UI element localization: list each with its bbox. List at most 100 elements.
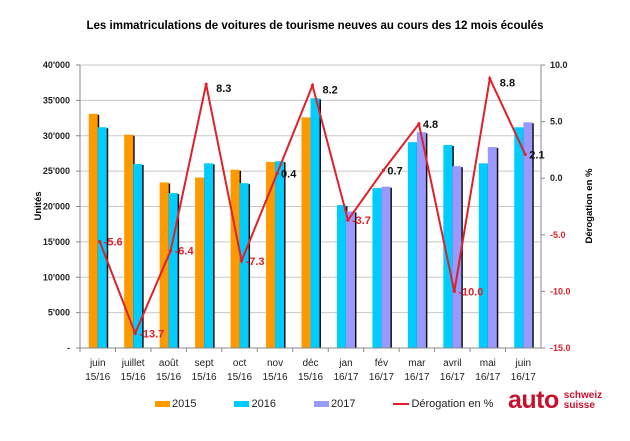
bar-2016 xyxy=(372,188,382,348)
x-tick-label: oct xyxy=(233,358,247,369)
bar-2016 xyxy=(133,164,143,348)
derogation-data-label: -13.7 xyxy=(139,328,164,340)
legend-item-2017: 2017 xyxy=(313,398,355,410)
x-tick-label: juin xyxy=(89,358,106,369)
chart-title: Les immatriculations de voitures de tour… xyxy=(86,20,544,32)
logo-subtext: schweiz suisse xyxy=(563,389,603,411)
x-tick-label: déc xyxy=(302,358,318,369)
y2-tick-label: 5.0 xyxy=(550,117,563,127)
derogation-point xyxy=(346,218,350,222)
legend-swatch-2015 xyxy=(155,401,170,407)
legend-item-2016: 2016 xyxy=(234,398,276,410)
x-tick-label: 15/16 xyxy=(298,372,323,383)
derogation-point xyxy=(98,239,102,244)
derogation-point xyxy=(169,249,173,253)
derogation-point xyxy=(452,289,456,293)
derogation-point xyxy=(417,122,421,126)
x-tick-label: 16/17 xyxy=(511,372,536,383)
y-tick-label: 35'000 xyxy=(43,95,70,105)
legend-item-derogation: Dérogation en % xyxy=(393,398,493,410)
derogation-point xyxy=(523,152,527,157)
bar-2016 xyxy=(239,183,249,348)
x-tick-label: sept xyxy=(195,358,214,369)
x-tick-label: mai xyxy=(480,358,496,369)
derogation-data-label: 8.3 xyxy=(216,83,231,95)
bar-2016 xyxy=(478,163,488,348)
bar-2016 xyxy=(310,98,320,348)
derogation-point xyxy=(239,259,244,263)
legend-item-2015: 2015 xyxy=(155,398,196,410)
derogation-point xyxy=(381,168,386,172)
y2-tick-label: -5.0 xyxy=(550,230,566,240)
x-tick-label: 15/16 xyxy=(263,372,288,383)
y2-axis-title: Dérogation en % xyxy=(584,168,595,244)
x-tick-label: 15/16 xyxy=(192,372,217,383)
y-tick-label: 5'000 xyxy=(48,308,70,318)
y-tick-label: 20'000 xyxy=(43,202,70,212)
y2-tick-label: -15.0 xyxy=(550,343,571,353)
bar-2015 xyxy=(301,117,311,348)
y2-tick-label: 0.0 xyxy=(550,173,563,183)
y2-tick-label: -10.0 xyxy=(550,286,571,296)
bar-2017 xyxy=(345,211,355,348)
legend: 2015 2016 2017 Dérogation en % xyxy=(155,398,531,410)
x-tick-label: 16/17 xyxy=(440,372,465,383)
y-tick-label: 30'000 xyxy=(43,131,70,141)
bar-2016 xyxy=(275,161,285,348)
bar-2017 xyxy=(416,132,426,348)
bar-2016 xyxy=(168,193,178,348)
derogation-data-label: 8.8 xyxy=(500,78,515,90)
bar-2015 xyxy=(230,169,240,348)
legend-label: 2015 xyxy=(172,398,197,410)
bar-2015 xyxy=(124,134,134,348)
derogation-point xyxy=(204,82,208,86)
legend-line-marker xyxy=(393,403,410,405)
logo-line2: suisse xyxy=(563,399,595,411)
derogation-data-label: -6.4 xyxy=(175,246,195,258)
derogation-data-label: 4.8 xyxy=(423,119,438,131)
derogation-data-label: -10.0 xyxy=(458,286,483,298)
x-tick-label: août xyxy=(159,358,179,369)
bars xyxy=(88,98,534,349)
derogation-line xyxy=(98,75,527,336)
legend-swatch-2017 xyxy=(313,401,329,407)
y-tick-label: 10'000 xyxy=(43,272,70,282)
labels: -5.6 -13.7 -6.4 8.3 -7.3 0.4 8.2 -3.7 0.7 4.8 -10.… xyxy=(104,78,545,341)
x-tick-label: avril xyxy=(443,358,461,369)
bar-2016 xyxy=(443,144,453,348)
bar-2016 xyxy=(407,142,417,348)
y-axis-title: Unités xyxy=(33,191,44,220)
x-tick-label: fév xyxy=(375,358,388,369)
bar-2017 xyxy=(452,166,462,348)
derogation-data-label: 0.4 xyxy=(281,169,297,181)
x-tick-label: mar xyxy=(408,358,426,369)
x-tick-label: 16/17 xyxy=(475,372,500,383)
derogation-data-label: -3.7 xyxy=(352,215,371,227)
bar-2016 xyxy=(204,163,214,348)
x-tick-label: 16/17 xyxy=(369,372,394,383)
derogation-point xyxy=(310,83,315,87)
bar-2017 xyxy=(381,186,391,348)
axes: - 5'000 10'000 15'000 20'000 25'000 30'000 35'0… xyxy=(43,60,571,383)
derogation-point xyxy=(488,76,492,81)
x-tick-label: juillet xyxy=(121,358,145,369)
y-tick-label: - xyxy=(67,343,70,353)
x-tick-label: juin xyxy=(514,358,531,369)
derogation-data-label: 8.2 xyxy=(323,84,338,96)
legend-swatch-2016 xyxy=(234,401,250,407)
y-tick-label: 25'000 xyxy=(43,166,70,176)
logo-main-text: auto xyxy=(508,386,559,414)
x-tick-label: 15/16 xyxy=(121,372,146,383)
y2-tick-label: 10.0 xyxy=(550,60,568,70)
bar-2017 xyxy=(487,147,497,348)
auto-schweiz-logo: auto schweiz suisse xyxy=(508,388,602,413)
bar-2016 xyxy=(514,127,524,348)
derogation-point xyxy=(133,331,137,335)
logo-line1: schweiz xyxy=(563,389,603,401)
y-tick-label: 15'000 xyxy=(43,237,70,247)
derogation-data-label: -7.3 xyxy=(246,256,265,268)
x-tick-label: jan xyxy=(338,358,352,369)
bar-2016 xyxy=(97,127,107,348)
y-tick-label: 40'000 xyxy=(43,60,70,70)
